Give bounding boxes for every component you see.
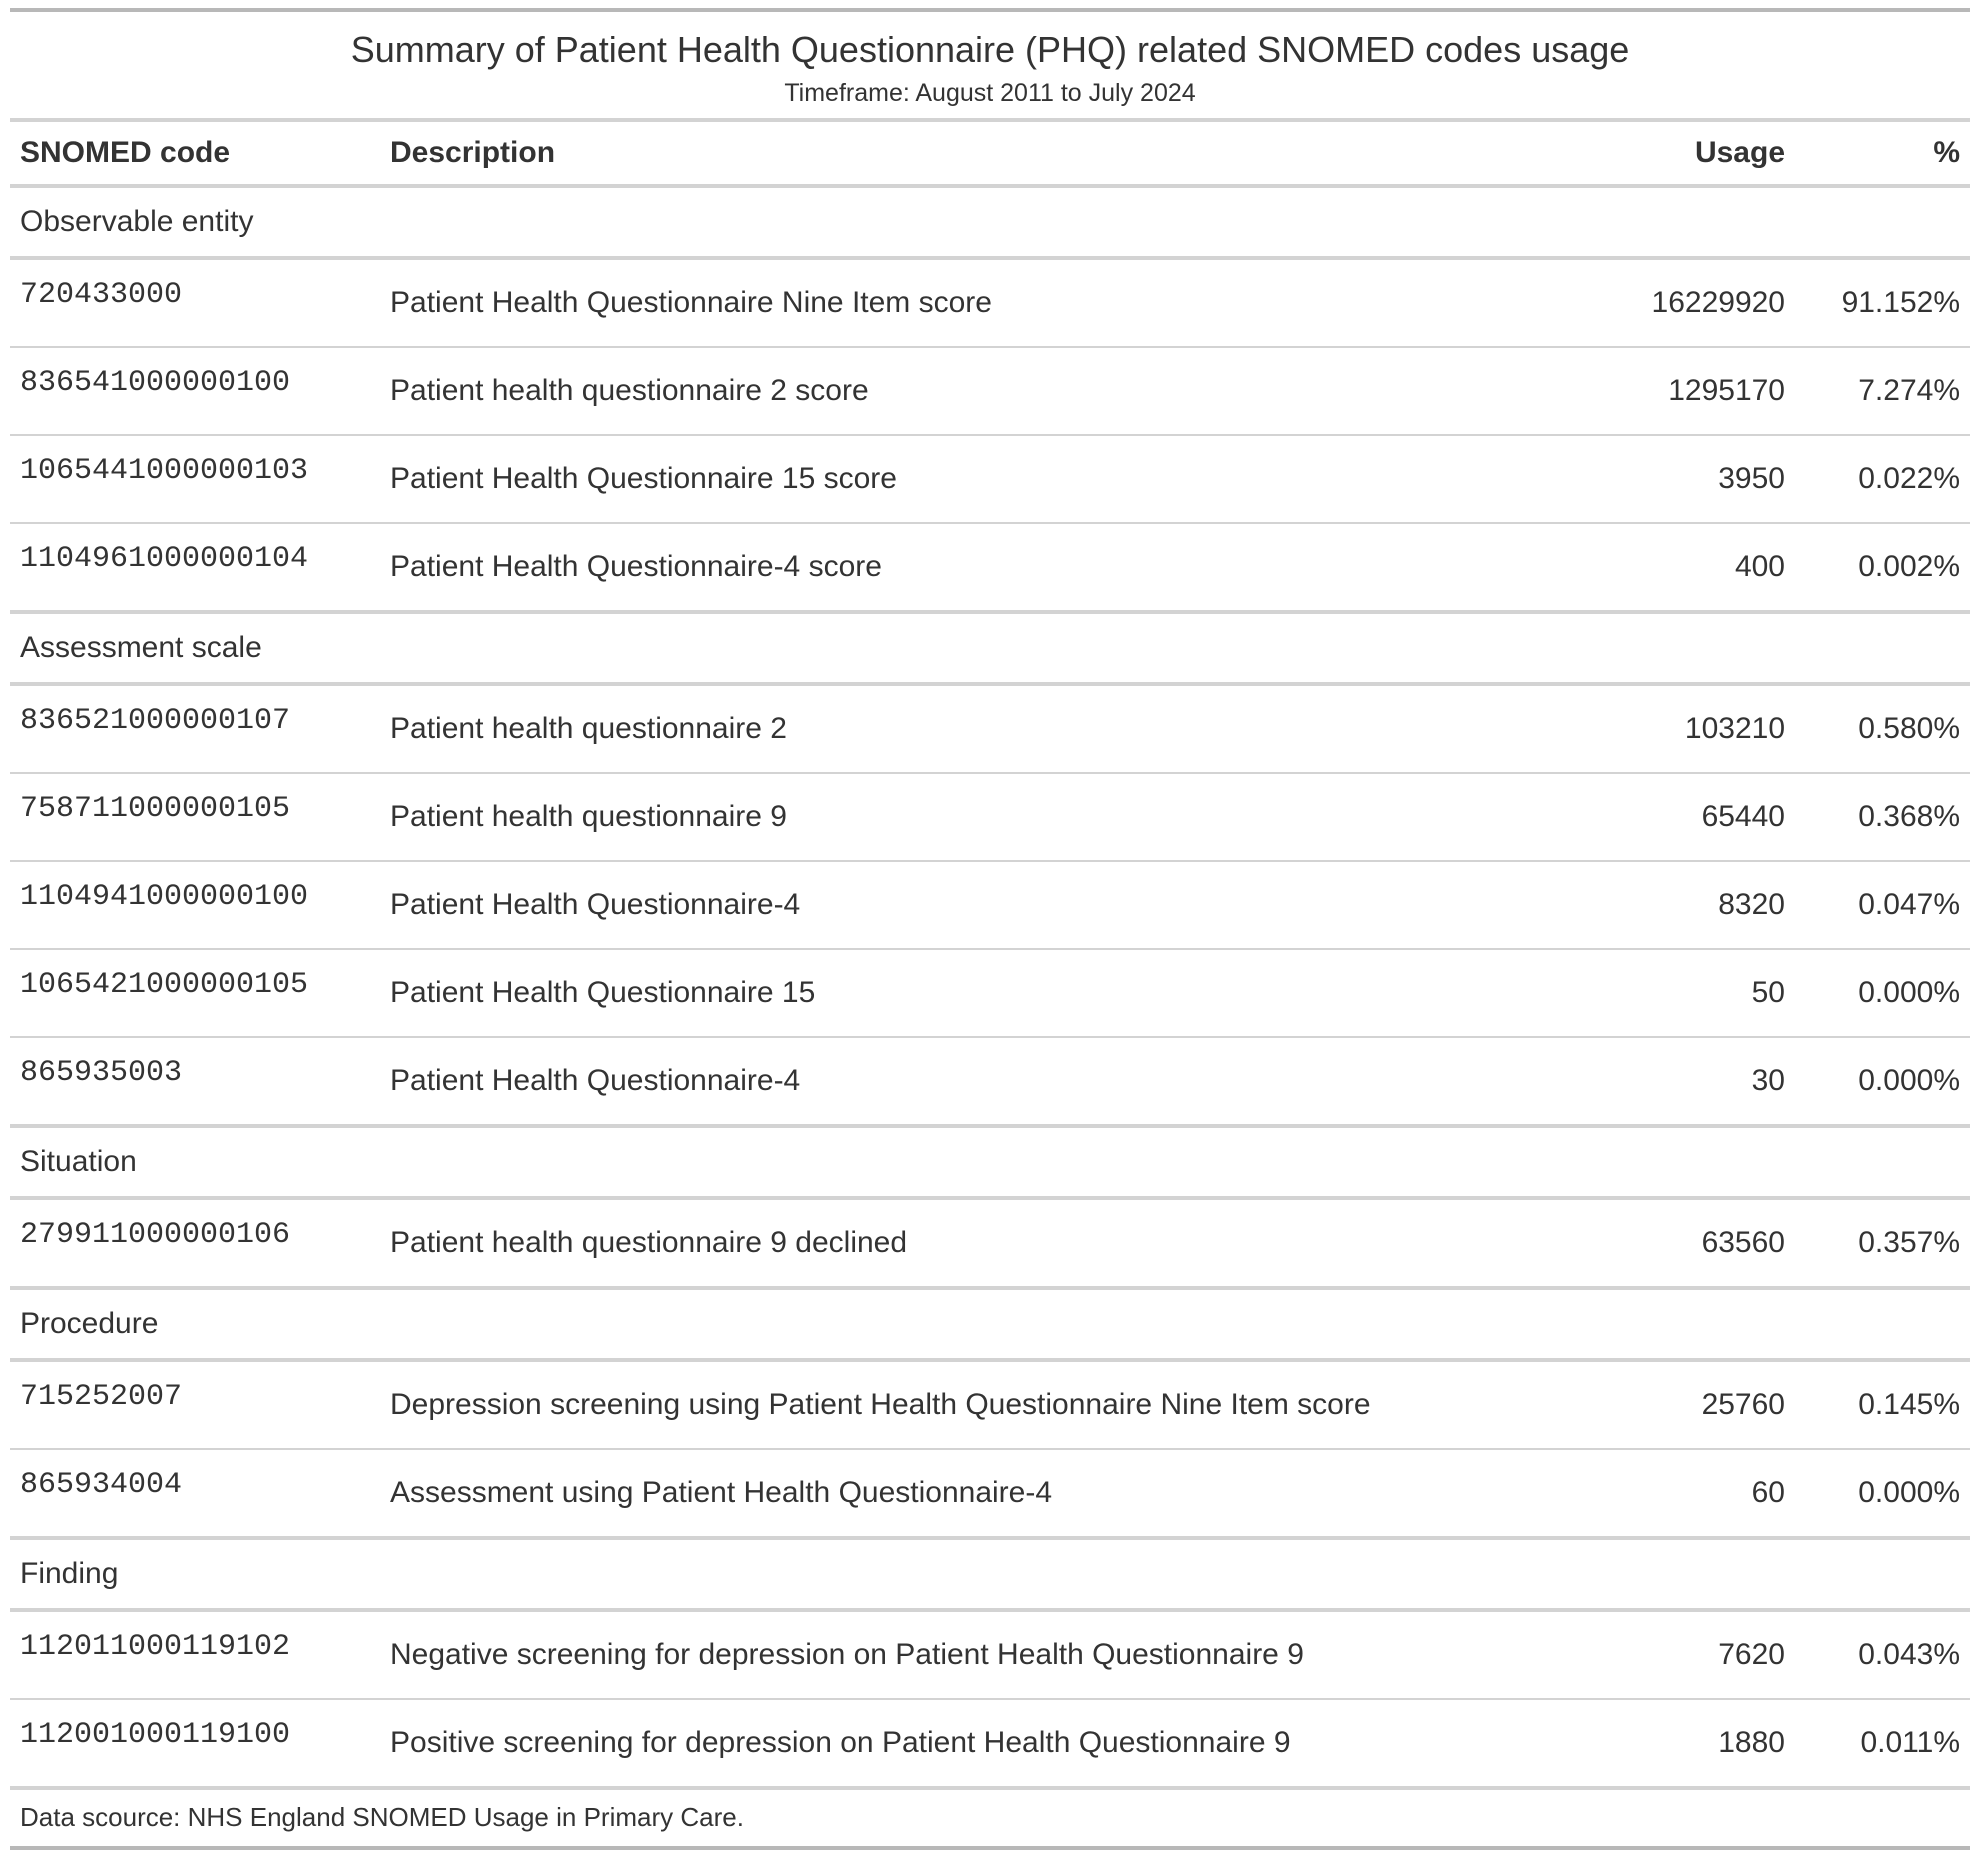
percent-cell: 0.043% [1795,1610,1970,1700]
percent-cell: 0.022% [1795,435,1970,524]
table-row: 1065421000000105 Patient Health Questionn… [10,949,1970,1038]
column-header-usage: Usage [1510,118,1795,188]
table-title: Summary of Patient Health Questionnaire … [350,29,1630,70]
usage-cell: 400 [1510,523,1795,614]
table-row: 112011000119102 Negative screening for de… [10,1610,1970,1700]
group-label: Procedure [10,1288,1970,1362]
usage-cell: 1295170 [1510,347,1795,436]
description-cell: Patient health questionnaire 2 [380,684,1510,774]
header-row: SNOMED code Description Usage % [10,118,1970,188]
description-cell: Patient Health Questionnaire Nine Item s… [380,258,1510,348]
table-row: 715252007 Depression screening using Pati… [10,1360,1970,1450]
code-cell: 836521000000107 [10,684,380,774]
percent-cell: 0.047% [1795,861,1970,950]
usage-cell: 60 [1510,1449,1795,1540]
code-cell: 1065441000000103 [10,435,380,524]
code-cell: 1104941000000100 [10,861,380,950]
table-row: 836541000000100 Patient health questionna… [10,347,1970,436]
column-header-description: Description [380,118,1510,188]
usage-cell: 103210 [1510,684,1795,774]
description-cell: Patient Health Questionnaire-4 [380,861,1510,950]
usage-cell: 30 [1510,1037,1795,1128]
percent-cell: 0.145% [1795,1360,1970,1450]
usage-cell: 25760 [1510,1360,1795,1450]
usage-cell: 8320 [1510,861,1795,950]
group-row: Situation [10,1126,1970,1200]
percent-cell: 0.000% [1795,1037,1970,1128]
description-cell: Patient Health Questionnaire 15 score [380,435,1510,524]
percent-cell: 91.152% [1795,258,1970,348]
percent-cell: 7.274% [1795,347,1970,436]
description-cell: Patient health questionnaire 9 declined [380,1198,1510,1290]
top-rule [10,8,1970,12]
code-cell: 865935003 [10,1037,380,1128]
column-header-percent: % [1795,118,1970,188]
table-row: 758711000000105 Patient health questionna… [10,773,1970,862]
table-row: 720433000 Patient Health Questionnaire Ni… [10,258,1970,348]
code-cell: 112011000119102 [10,1610,380,1700]
description-cell: Positive screening for depression on Pat… [380,1699,1510,1790]
code-cell: 1104961000000104 [10,523,380,614]
code-cell: 715252007 [10,1360,380,1450]
table-subtitle: Timeframe: August 2011 to July 2024 [784,79,1196,107]
description-cell: Patient health questionnaire 9 [380,773,1510,862]
table-row: 279911000000106 Patient health questionna… [10,1198,1970,1290]
group-label: Assessment scale [10,612,1970,686]
code-cell: 1065421000000105 [10,949,380,1038]
code-cell: 720433000 [10,258,380,348]
usage-cell: 63560 [1510,1198,1795,1290]
description-cell: Depression screening using Patient Healt… [380,1360,1510,1450]
usage-cell: 65440 [1510,773,1795,862]
description-cell: Negative screening for depression on Pat… [380,1610,1510,1700]
percent-cell: 0.580% [1795,684,1970,774]
description-cell: Patient health questionnaire 2 score [380,347,1510,436]
table-row: 1104941000000100 Patient Health Questionn… [10,861,1970,950]
description-cell: Patient Health Questionnaire-4 score [380,523,1510,614]
group-label: Finding [10,1538,1970,1612]
column-header-code: SNOMED code [10,118,380,188]
code-cell: 112001000119100 [10,1699,380,1790]
snomed-usage-table: SNOMED code Description Usage % Observab… [10,118,1970,1790]
code-cell: 279911000000106 [10,1198,380,1290]
table-row: 1104961000000104 Patient Health Questionn… [10,523,1970,614]
group-label: Observable entity [10,186,1970,260]
group-row: Procedure [10,1288,1970,1362]
table-row: 865934004 Assessment using Patient Health… [10,1449,1970,1540]
code-cell: 865934004 [10,1449,380,1540]
group-row: Observable entity [10,186,1970,260]
description-cell: Assessment using Patient Health Question… [380,1449,1510,1540]
usage-cell: 3950 [1510,435,1795,524]
table-container: Summary of Patient Health Questionnaire … [10,8,1970,1850]
code-cell: 836541000000100 [10,347,380,436]
group-row: Finding [10,1538,1970,1612]
description-cell: Patient Health Questionnaire 15 [380,949,1510,1038]
usage-cell: 50 [1510,949,1795,1038]
percent-cell: 0.002% [1795,523,1970,614]
percent-cell: 0.000% [1795,949,1970,1038]
percent-cell: 0.357% [1795,1198,1970,1290]
group-label: Situation [10,1126,1970,1200]
usage-cell: 7620 [1510,1610,1795,1700]
code-cell: 758711000000105 [10,773,380,862]
percent-cell: 0.368% [1795,773,1970,862]
table-row: 112001000119100 Positive screening for de… [10,1699,1970,1790]
source-note: Data scource: NHS England SNOMED Usage i… [10,1790,1970,1850]
description-cell: Patient Health Questionnaire-4 [380,1037,1510,1128]
table-row: 1065441000000103 Patient Health Questionn… [10,435,1970,524]
table-body: Observable entity 720433000 Patient Health… [10,186,1970,1790]
usage-cell: 1880 [1510,1699,1795,1790]
usage-cell: 16229920 [1510,258,1795,348]
group-row: Assessment scale [10,612,1970,686]
table-row: 865935003 Patient Health Questionnaire-4 3… [10,1037,1970,1128]
table-row: 836521000000107 Patient health questionna… [10,684,1970,774]
percent-cell: 0.000% [1795,1449,1970,1540]
percent-cell: 0.011% [1795,1699,1970,1790]
